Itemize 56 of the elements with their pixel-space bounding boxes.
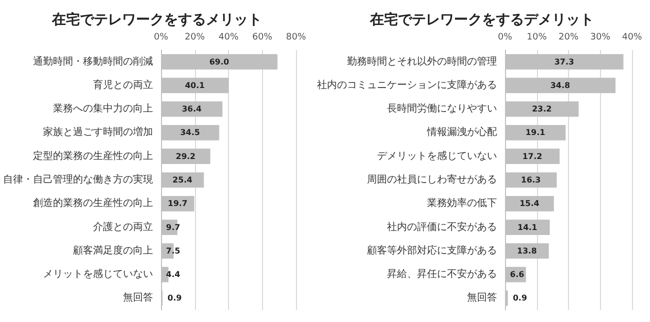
y-tick-label: 創造的業務の生産性の向上 (33, 197, 153, 210)
x-tick-label: 10% (526, 32, 548, 42)
x-tick-label: 0% (154, 32, 169, 42)
data-label: 34.8 (550, 80, 571, 90)
y-tick-label: 通勤時間・移動時間の削減 (33, 55, 153, 68)
chart-title: 在宅でテレワークをするメリット (51, 11, 262, 28)
data-label: 14.1 (518, 222, 538, 232)
y-tick-label: 無回答 (467, 292, 497, 304)
data-label: 0.9 (168, 294, 182, 303)
y-tick-label: メリットを感じていない (43, 268, 153, 280)
y-tick-label: 定型的業務の生産性の向上 (33, 150, 153, 162)
data-label: 15.4 (520, 199, 540, 208)
data-label: 9.7 (166, 222, 180, 232)
y-tick-label: 社内のコミュニケーションに支障がある (317, 78, 497, 91)
data-label: 19.1 (525, 128, 546, 138)
data-label: 36.4 (182, 104, 202, 114)
x-tick-label: 0% (498, 32, 513, 42)
y-tick-label: 業務への集中力の向上 (53, 102, 153, 115)
x-tick-label: 30% (590, 32, 611, 42)
y-tick-label: 業務効率の低下 (427, 197, 497, 210)
data-label: 17.2 (522, 152, 542, 161)
data-label: 34.5 (180, 128, 200, 138)
data-label: 16.3 (521, 176, 541, 184)
y-tick-label: 介護との両立 (93, 220, 153, 233)
data-label: 25.4 (172, 176, 193, 184)
y-tick-label: 長時間労働になりやすい (387, 102, 497, 115)
x-tick-label: 40% (218, 32, 239, 42)
data-label: 23.2 (532, 104, 552, 114)
data-label: 29.2 (176, 152, 196, 161)
x-tick-label: 40% (622, 32, 642, 42)
data-label: 13.8 (517, 246, 538, 256)
x-tick-label: 80% (286, 32, 306, 42)
data-label: 0.9 (512, 294, 528, 303)
y-tick-label: 育児との両立 (93, 78, 153, 91)
y-tick-label: 顧客満足度の向上 (73, 244, 153, 256)
y-tick-label: 勤務時間とそれ以外の時間の管理 (347, 55, 497, 68)
x-tick-label: 60% (252, 32, 273, 42)
y-tick-label: 社内の評価に不安がある (387, 220, 497, 233)
data-label: 69.0 (209, 57, 230, 66)
y-tick-label: 顧客等外部対応に支障がある (367, 244, 497, 256)
data-label: 37.3 (554, 57, 574, 66)
data-label: 40.1 (184, 80, 206, 90)
y-tick-label: 周囲の社員にしわ寄せがある (367, 174, 497, 186)
chart-title: 在宅でテレワークをするデメリット (369, 11, 594, 28)
data-label: 7.5 (166, 246, 181, 256)
y-tick-label: 家族と過ごす時間の増加 (43, 126, 153, 138)
y-tick-label: 自律・自己管理的な働き方の実現 (3, 174, 153, 186)
y-tick-label: 無回答 (123, 292, 153, 304)
y-tick-label: 情報漏洩が心配 (426, 126, 497, 138)
x-tick-label: 20% (184, 32, 206, 42)
data-label: 19.7 (168, 199, 188, 208)
data-label: 6.6 (510, 270, 525, 280)
x-tick-label: 20% (558, 32, 579, 42)
data-label: 4.4 (166, 270, 181, 280)
y-tick-label: デメリットを感じていない (377, 150, 497, 162)
y-tick-label: 昇給、昇任に不安がある (387, 268, 497, 280)
